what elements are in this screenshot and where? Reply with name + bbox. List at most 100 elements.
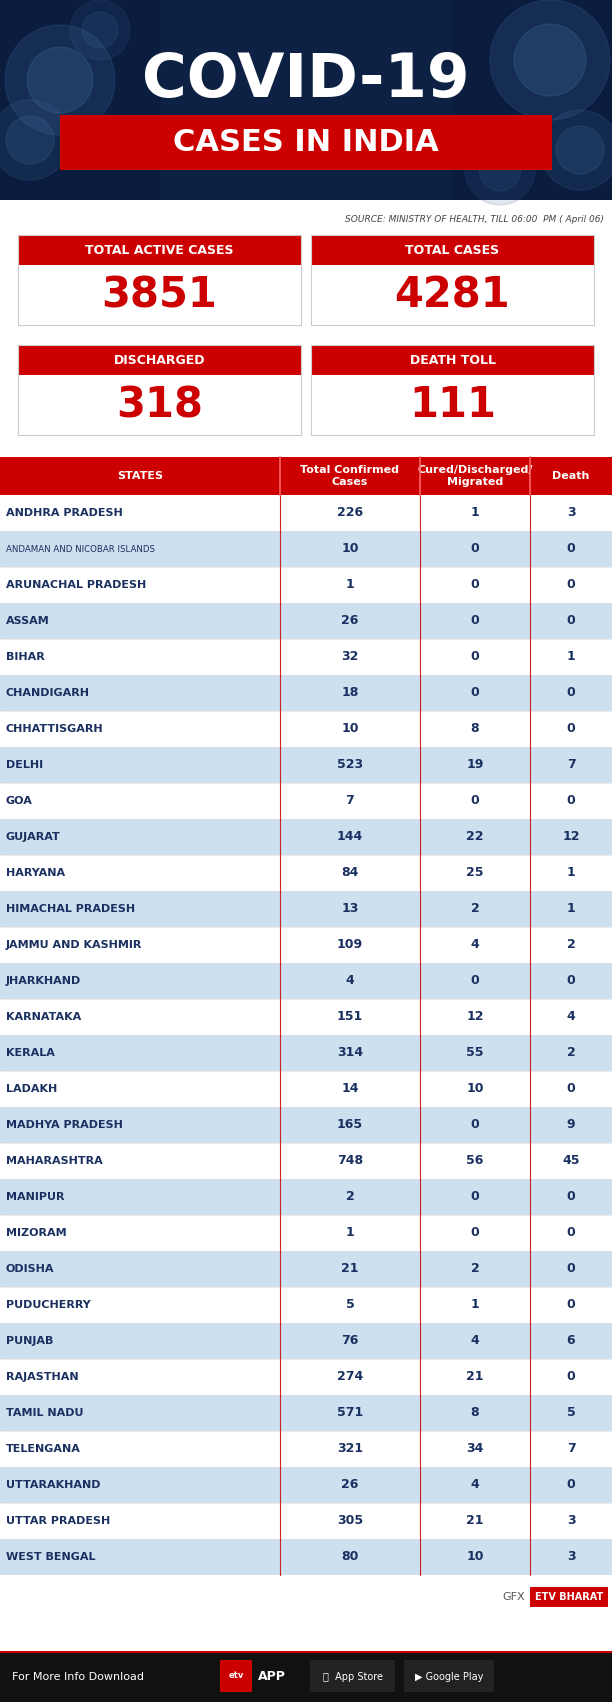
Bar [0, 1431, 612, 1467]
Text: COVID-19: COVID-19 [142, 51, 470, 109]
Text: 8: 8 [471, 1406, 479, 1419]
Text: 8: 8 [471, 723, 479, 735]
Text: 3: 3 [567, 507, 575, 519]
Bar [0, 854, 612, 892]
Text: TAMIL NADU: TAMIL NADU [6, 1408, 83, 1418]
Text: 0: 0 [471, 975, 479, 987]
Bar [18, 374, 301, 436]
Bar [0, 819, 612, 854]
Text: Total Confirmed
Cases: Total Confirmed Cases [300, 465, 400, 487]
Text: 0: 0 [471, 1227, 479, 1239]
Bar [0, 1071, 612, 1106]
Circle shape [465, 134, 535, 204]
Text: 0: 0 [567, 614, 575, 628]
Text: 0: 0 [567, 1227, 575, 1239]
Text: 56: 56 [466, 1154, 483, 1168]
Bar [311, 235, 594, 266]
Text: HARYANA: HARYANA [6, 868, 65, 878]
Bar [0, 1539, 612, 1574]
Text: 6: 6 [567, 1334, 575, 1348]
Text: 26: 26 [341, 1479, 359, 1491]
Text: Death: Death [552, 471, 590, 482]
Bar [0, 495, 612, 531]
Text: 0: 0 [567, 686, 575, 700]
Text: 3851: 3851 [102, 274, 217, 317]
Bar [404, 1659, 494, 1692]
Text: DEATH TOLL: DEATH TOLL [409, 354, 496, 366]
Text: 165: 165 [337, 1118, 363, 1132]
Text: 26: 26 [341, 614, 359, 628]
Text: 10: 10 [341, 723, 359, 735]
Text: 84: 84 [341, 866, 359, 880]
Bar [530, 1586, 608, 1607]
Text: 5: 5 [346, 1299, 354, 1312]
Text: 2: 2 [346, 1190, 354, 1203]
Text: 314: 314 [337, 1047, 363, 1060]
Bar [0, 1035, 612, 1071]
Bar [0, 1106, 612, 1144]
Bar [0, 711, 612, 747]
Text: 5: 5 [567, 1406, 575, 1419]
Bar [0, 892, 612, 928]
Bar [311, 266, 594, 325]
Text: 0: 0 [471, 1190, 479, 1203]
Text: TELENGANA: TELENGANA [6, 1443, 81, 1454]
Text: 7: 7 [567, 1443, 575, 1455]
Text: 2: 2 [471, 902, 479, 916]
Circle shape [479, 150, 521, 191]
Text: 25: 25 [466, 866, 483, 880]
Text: 4: 4 [346, 975, 354, 987]
Text: 1: 1 [471, 507, 479, 519]
Text: 21: 21 [466, 1370, 483, 1384]
Text: STATES: STATES [117, 471, 163, 482]
Text: 7: 7 [567, 759, 575, 771]
Bar [220, 1659, 252, 1692]
Circle shape [556, 126, 604, 174]
Text: 1: 1 [346, 579, 354, 592]
Text: 109: 109 [337, 938, 363, 951]
Text: 76: 76 [341, 1334, 359, 1348]
Text: 13: 13 [341, 902, 359, 916]
Bar [0, 458, 612, 495]
Text: 1: 1 [567, 650, 575, 664]
Text: 10: 10 [466, 1551, 483, 1564]
Text: RAJASTHAN: RAJASTHAN [6, 1372, 78, 1382]
Text: 0: 0 [471, 579, 479, 592]
Text: 321: 321 [337, 1443, 363, 1455]
Bar [0, 1287, 612, 1322]
Text: 0: 0 [471, 795, 479, 807]
Bar [0, 1503, 612, 1539]
Bar [18, 235, 301, 266]
Text: UTTAR PRADESH: UTTAR PRADESH [6, 1516, 110, 1527]
Bar [0, 0, 160, 201]
Text: 0: 0 [567, 579, 575, 592]
Text: GUJARAT: GUJARAT [6, 832, 61, 842]
Text: 0: 0 [567, 1299, 575, 1312]
Text: 523: 523 [337, 759, 363, 771]
Text: 2: 2 [567, 938, 575, 951]
Text: 14: 14 [341, 1082, 359, 1096]
Bar [0, 963, 612, 999]
Text: ARUNACHAL PRADESH: ARUNACHAL PRADESH [6, 580, 146, 591]
Text: WEST BENGAL: WEST BENGAL [6, 1552, 95, 1562]
Bar [0, 1215, 612, 1251]
Text: DISCHARGED: DISCHARGED [114, 354, 205, 366]
Text: 0: 0 [567, 1479, 575, 1491]
Bar [0, 747, 612, 783]
Text: 22: 22 [466, 831, 483, 844]
Text: TOTAL CASES: TOTAL CASES [405, 243, 499, 257]
Text: PUDUCHERRY: PUDUCHERRY [6, 1300, 91, 1311]
Text: ASSAM: ASSAM [6, 616, 50, 626]
Circle shape [6, 116, 54, 163]
Text: 144: 144 [337, 831, 363, 844]
Text: ANDHRA PRADESH: ANDHRA PRADESH [6, 507, 123, 517]
Text: ANDAMAN AND NICOBAR ISLANDS: ANDAMAN AND NICOBAR ISLANDS [6, 545, 155, 553]
Text: 0: 0 [567, 795, 575, 807]
Text: SOURCE: MINISTRY OF HEALTH, TILL 06:00  PM ( April 06): SOURCE: MINISTRY OF HEALTH, TILL 06:00 P… [345, 214, 604, 223]
Text: APP: APP [258, 1670, 286, 1683]
Bar [0, 1467, 612, 1503]
Bar [311, 374, 594, 436]
Text: 226: 226 [337, 507, 363, 519]
Bar [0, 1358, 612, 1396]
Text: ETV BHARAT: ETV BHARAT [535, 1591, 603, 1602]
